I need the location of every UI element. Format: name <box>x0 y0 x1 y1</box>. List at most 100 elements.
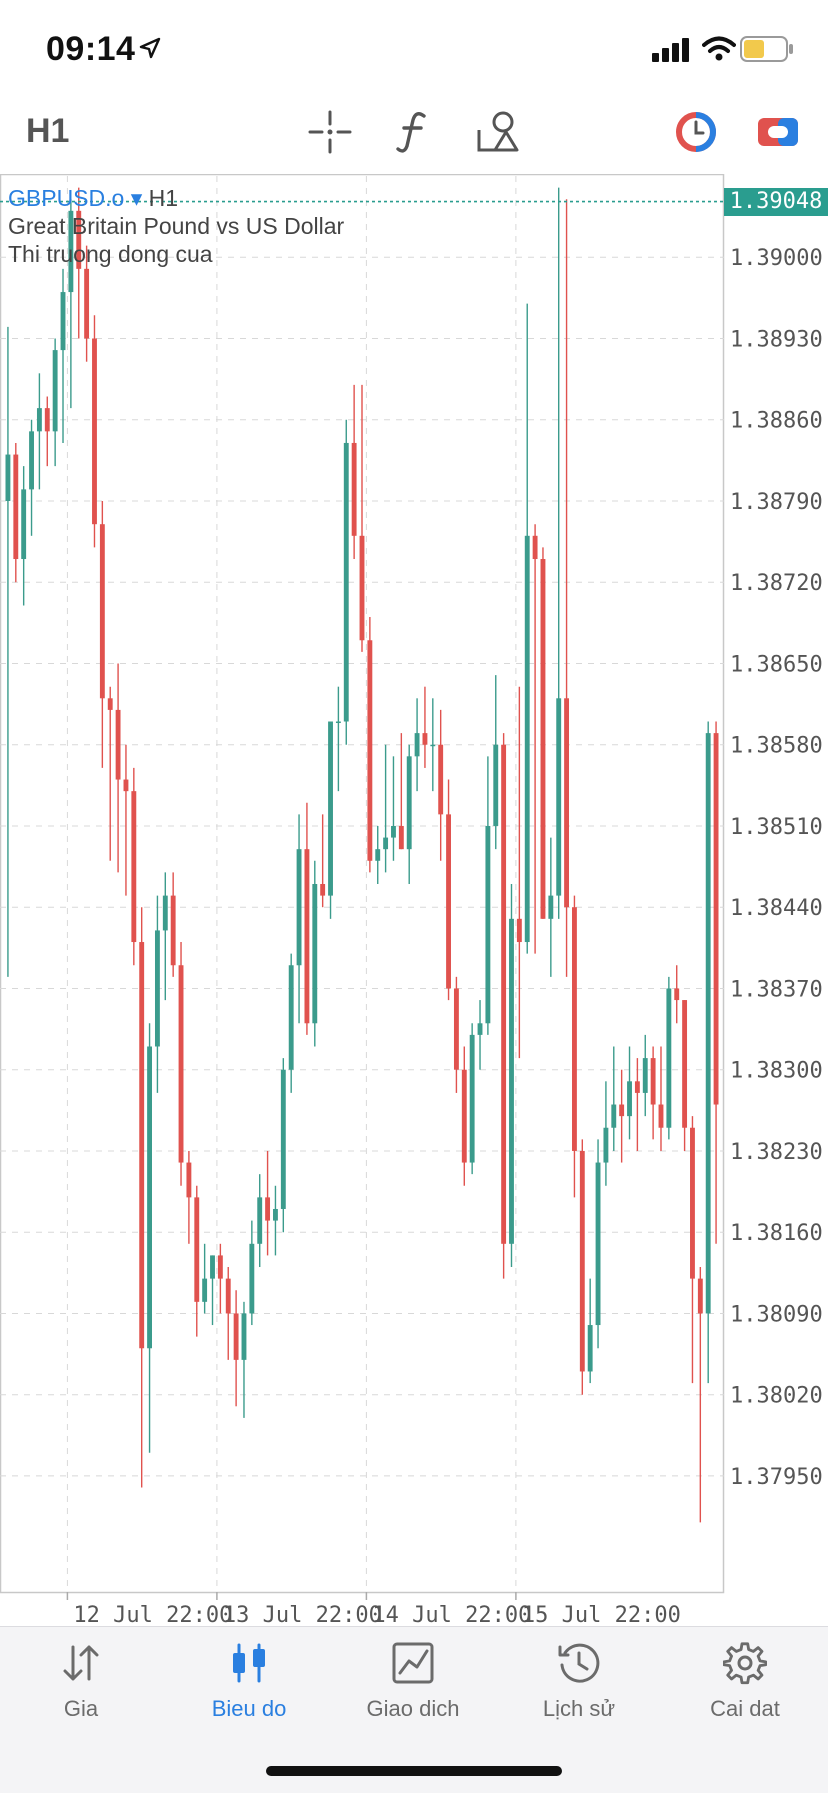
candle-body <box>383 837 389 850</box>
nav-item-trade[interactable]: Giao dich <box>338 1641 488 1722</box>
candle-body <box>131 791 137 943</box>
candle-body <box>249 1243 255 1314</box>
x-tick-label: 12 Jul 22:00 <box>73 1603 232 1624</box>
candle-body <box>217 1255 223 1279</box>
candle-body <box>398 825 404 850</box>
candle-body <box>92 338 97 525</box>
candle-body <box>186 1162 192 1198</box>
candle-body <box>619 1104 625 1117</box>
candlestick-icon <box>233 1643 265 1683</box>
crosshair-icon[interactable] <box>308 110 352 154</box>
toggle-icon[interactable] <box>756 110 800 154</box>
candle-body <box>453 988 459 1070</box>
candle-body <box>359 535 365 641</box>
candle-body <box>564 698 570 908</box>
candle-body <box>52 350 58 432</box>
y-tick-label: 1.38790 <box>730 490 823 515</box>
home-indicator <box>266 1766 562 1776</box>
candle-body <box>139 942 145 1349</box>
candle-body <box>296 849 302 966</box>
chart-area[interactable]: 1.39000 1.38930 1.38860 1.38790 1.38720 1.386… <box>0 174 828 1624</box>
candle-body <box>178 965 184 1163</box>
candle-body <box>666 988 672 1128</box>
current-price-label: 1.39048 <box>724 187 828 216</box>
candle-body <box>627 1081 632 1117</box>
candle-body <box>430 744 436 747</box>
candle-body <box>509 918 514 1244</box>
y-tick-label: 1.38300 <box>730 1059 823 1084</box>
candle-body <box>60 292 66 351</box>
candle-body <box>650 1058 656 1105</box>
function-icon[interactable] <box>396 110 430 154</box>
y-tick-label: 1.38020 <box>730 1384 823 1409</box>
nav-item-settings[interactable]: Cai dat <box>670 1641 820 1722</box>
candle-body <box>304 849 310 1024</box>
x-tick-label: 15 Jul 22:00 <box>522 1603 681 1624</box>
candlestick-chart[interactable]: 1.39000 1.38930 1.38860 1.38790 1.38720 1.386… <box>0 174 828 1624</box>
candle-body <box>477 1023 483 1035</box>
candle-body <box>690 1127 695 1279</box>
nav-item-quotes[interactable]: Gia <box>6 1641 156 1722</box>
candle-body <box>21 489 27 560</box>
symbol-description: Great Britain Pound vs US Dollar <box>8 213 345 239</box>
shapes-icon[interactable] <box>476 110 520 154</box>
bottom-navigation: Gia Bieu do Giao dich Lịch sử Cai dat <box>0 1626 828 1793</box>
y-tick-label: 1.37950 <box>730 1465 823 1490</box>
candle-body <box>532 535 538 560</box>
arrows-updown-icon <box>63 1645 99 1681</box>
candle-body <box>312 884 318 1024</box>
candle-body <box>76 210 82 269</box>
candle-body <box>634 1081 640 1093</box>
candle-body <box>288 965 294 1070</box>
candle-body <box>194 1197 200 1302</box>
candle-body <box>438 744 444 815</box>
y-tick-label: 1.38860 <box>730 409 823 434</box>
nav-item-history[interactable]: Lịch sử <box>504 1641 654 1722</box>
candle-body <box>485 825 491 1024</box>
candle-body <box>36 408 42 432</box>
candle-body <box>280 1069 286 1209</box>
nav-item-chart[interactable]: Bieu do <box>174 1641 324 1722</box>
history-icon <box>558 1643 600 1683</box>
candle-body <box>115 709 121 780</box>
candle-body <box>579 1150 585 1372</box>
candle-body <box>257 1197 263 1244</box>
timeframe-selector[interactable]: H1 <box>26 112 70 150</box>
candle-body <box>29 431 34 490</box>
candle-body <box>335 721 341 724</box>
clock-icon[interactable] <box>674 110 718 154</box>
candle-body <box>572 907 577 1151</box>
candle-body <box>107 698 113 710</box>
candle-body <box>147 1046 152 1349</box>
y-tick-label: 1.39000 <box>730 246 823 271</box>
candle-body <box>233 1313 239 1360</box>
market-status: Thi truong dong cua <box>8 241 213 267</box>
candle-body <box>225 1278 231 1314</box>
candle-body <box>674 988 680 1001</box>
candle-body <box>367 640 373 861</box>
candle-body <box>446 814 451 989</box>
candle-body <box>611 1104 617 1128</box>
y-tick-label: 1.38090 <box>730 1302 823 1327</box>
candle-body <box>84 268 90 339</box>
candle-body <box>5 454 11 501</box>
candle-body <box>210 1255 215 1279</box>
nav-label: Giao dich <box>366 1696 460 1721</box>
candle-body <box>375 849 381 861</box>
chart-timeframe: H1 <box>148 185 179 211</box>
symbol-selector[interactable]: GBPUSD.o ▾ <box>8 185 149 211</box>
symbol-name: GBPUSD.o <box>8 185 125 211</box>
candle-body <box>556 698 562 896</box>
status-bar: 09:14 <box>0 0 828 100</box>
chart-toolbar: H1 <box>0 100 828 170</box>
candle-body <box>422 733 428 745</box>
status-time: 09:14 <box>46 30 136 68</box>
y-tick-label: 1.38370 <box>730 977 823 1002</box>
candle-body <box>241 1313 247 1360</box>
candle-body <box>501 744 507 1244</box>
candle-body <box>154 930 160 1047</box>
candle-body <box>713 733 719 1105</box>
candle-body <box>493 744 499 826</box>
candle-body <box>320 884 326 896</box>
candle-body <box>123 779 129 792</box>
